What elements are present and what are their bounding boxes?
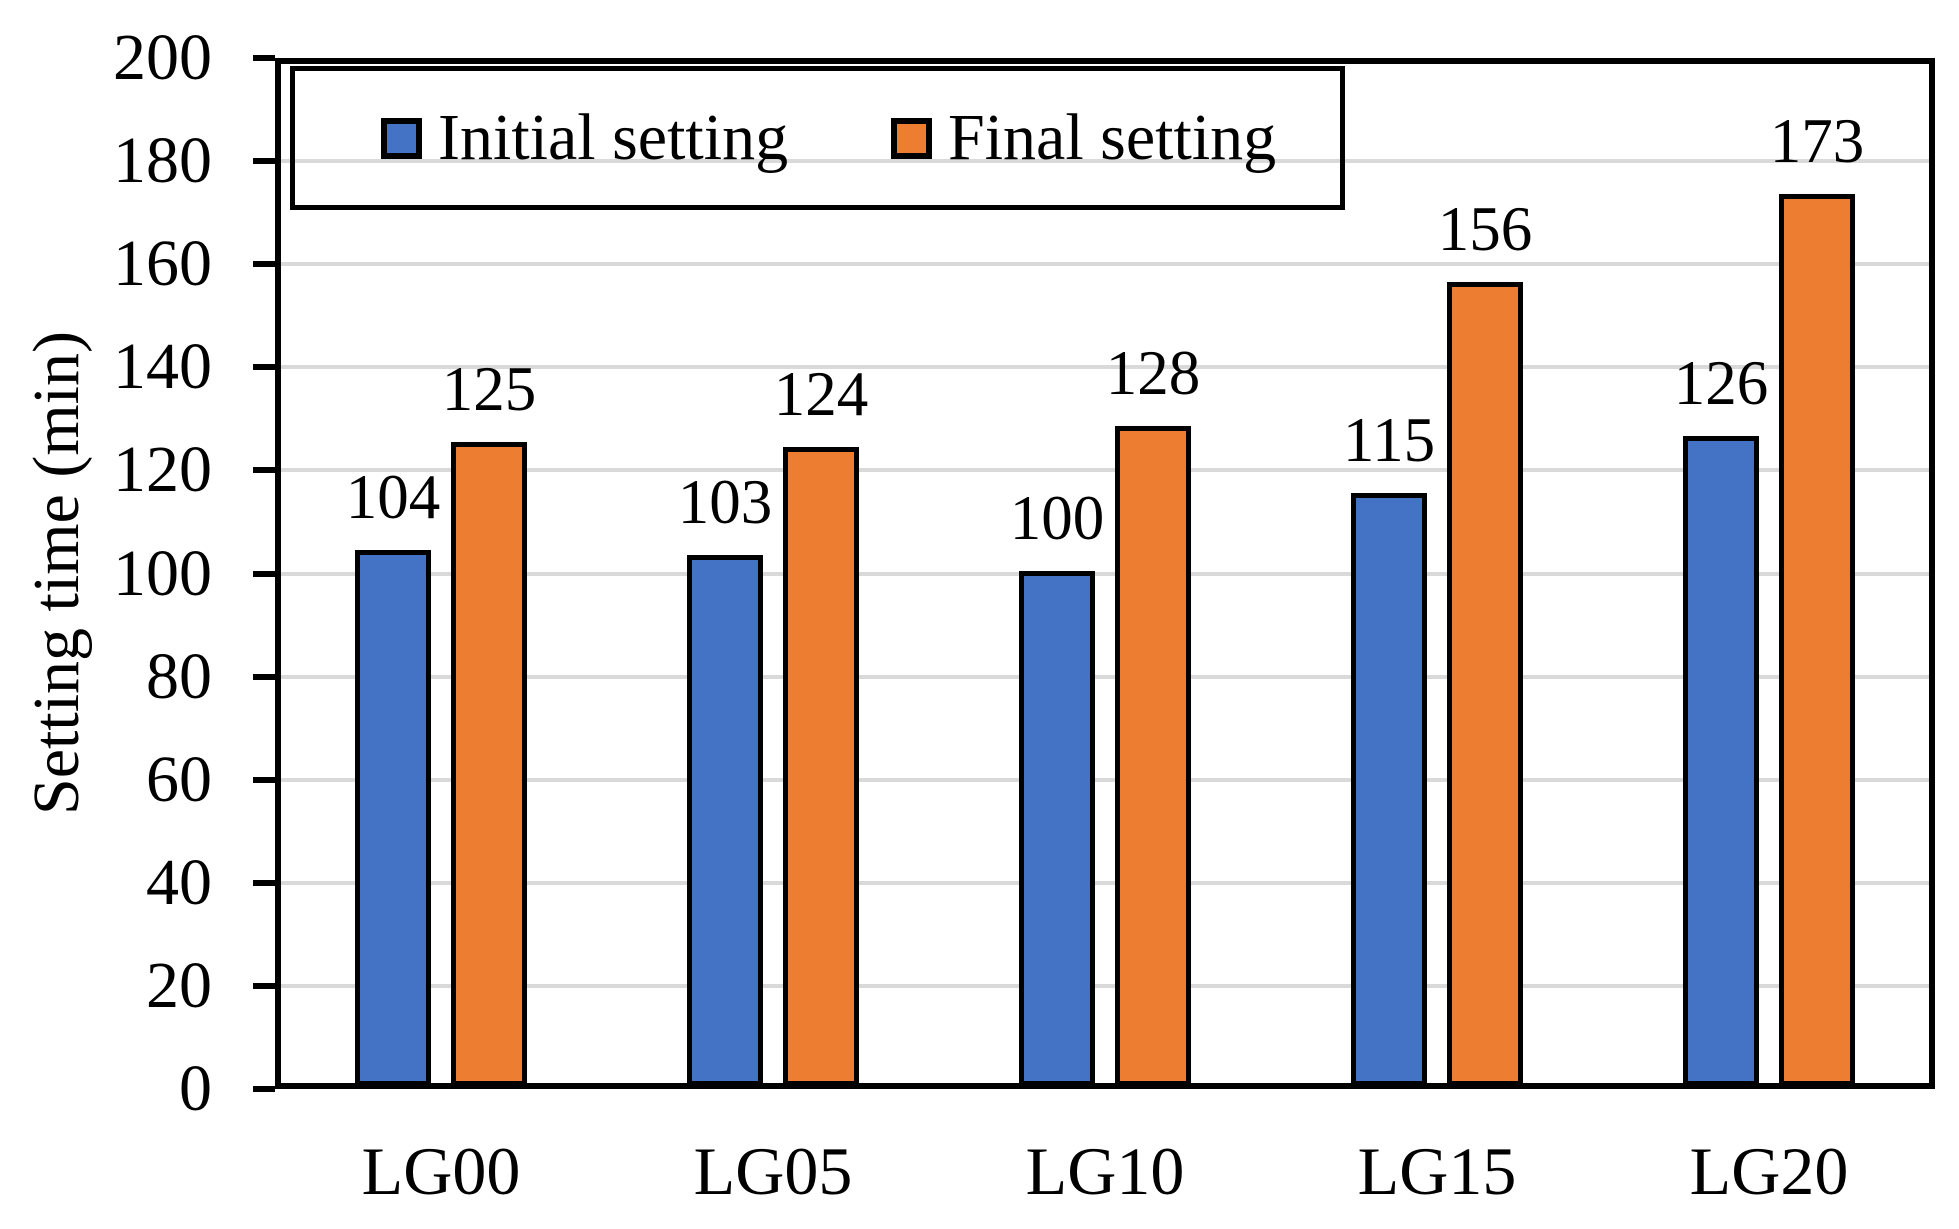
x-axis-label: LG15 [1357,1133,1517,1209]
bar-value-label: 125 [441,353,537,424]
y-tick [253,673,275,680]
y-tick [253,467,275,474]
legend-item-initial-setting: Initial setting [381,100,788,176]
y-tick [253,570,275,577]
bar-initial-setting [1683,436,1759,1086]
y-tick-label: 160 [113,227,212,301]
y-tick [253,776,275,783]
y-tick [253,1086,275,1092]
plot-area [275,58,1935,1089]
gridline [281,983,1929,988]
gridline [281,159,1929,164]
gridline [281,880,1929,885]
bar-value-label: 173 [1769,106,1865,177]
bar-final-setting [1447,281,1523,1086]
y-tick [253,982,275,989]
y-tick [253,364,275,371]
x-axis-label: LG00 [361,1133,521,1209]
bar-initial-setting [1351,493,1427,1086]
x-axis-label: LG20 [1689,1133,1849,1209]
bar-value-label: 128 [1105,338,1201,409]
bar-value-label: 103 [677,467,773,538]
bar-final-setting [451,441,527,1086]
bar-initial-setting [1019,570,1095,1086]
y-tick-label: 40 [146,845,212,919]
y-tick-label: 20 [146,948,212,1022]
legend-item-final-setting: Final setting [891,100,1276,176]
y-tick-label: 200 [113,21,212,94]
y-tick-label: 100 [113,536,212,610]
gridline [281,262,1929,267]
y-tick-label: 180 [113,124,212,198]
bar-value-label: 156 [1437,193,1533,264]
bar-final-setting [1115,426,1191,1086]
legend-label-initial: Initial setting [438,101,789,174]
y-tick-label: 0 [179,1052,212,1125]
bar-final-setting [783,446,859,1086]
legend-swatch-final-icon [891,117,932,159]
legend: Initial setting Final setting [290,66,1345,210]
y-tick [253,55,275,61]
y-tick-label: 120 [113,433,212,507]
bar-value-label: 126 [1673,348,1769,419]
gridline [281,468,1929,473]
y-tick [253,261,275,268]
legend-swatch-initial-icon [381,117,422,159]
legend-label-final: Final setting [948,101,1277,174]
y-tick [253,879,275,886]
bar-value-label: 124 [773,358,869,429]
bar-value-label: 115 [1342,405,1436,476]
y-tick-label: 60 [146,742,212,816]
x-axis-label: LG10 [1025,1133,1185,1209]
bar-value-label: 104 [345,461,441,532]
gridline [281,777,1929,782]
bar-final-setting [1779,194,1855,1086]
y-tick [253,158,275,165]
gridline [281,365,1929,370]
gridline [281,674,1929,679]
bar-initial-setting [355,549,431,1086]
y-tick-label: 80 [146,639,212,713]
gridline [281,571,1929,576]
y-tick-label: 140 [113,330,212,404]
bar-value-label: 100 [1009,482,1105,553]
bar-initial-setting [687,555,763,1086]
x-axis-label: LG05 [693,1133,853,1209]
